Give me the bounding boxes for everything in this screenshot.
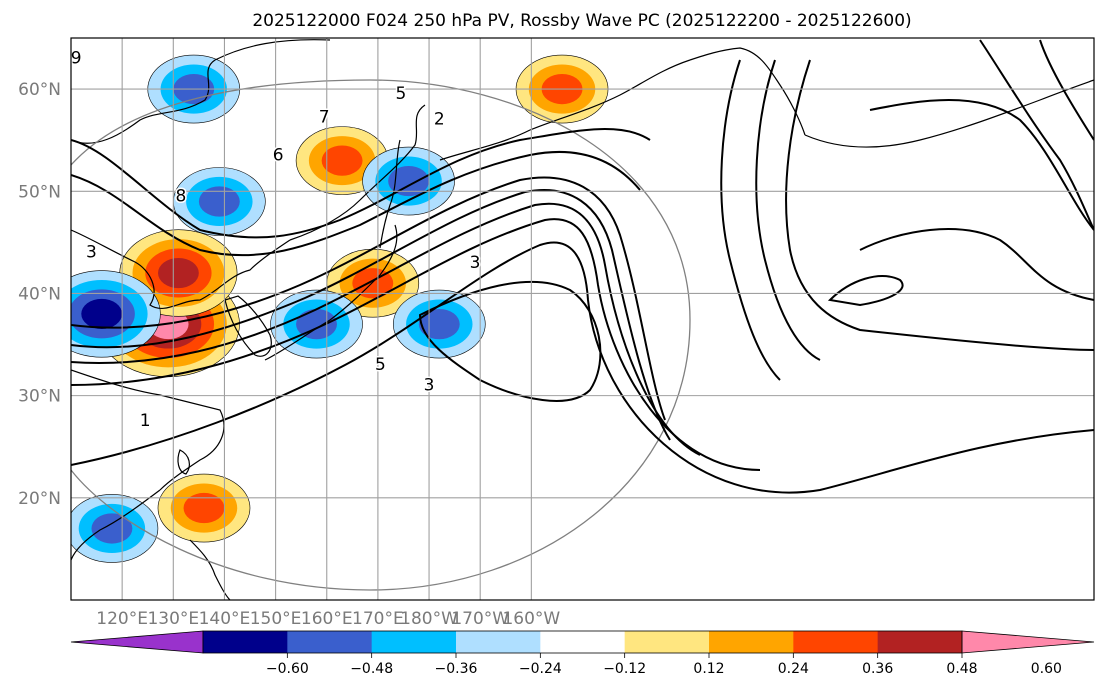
colorbar-segment [793,631,879,653]
colorbar-tick-label: −0.36 [435,661,478,677]
colorbar-tick-label: −0.60 [266,661,309,677]
colorbar-outline [202,630,963,654]
anomaly-level [81,298,123,329]
contour-label: 5 [375,355,386,375]
colorbar-segment [877,631,963,653]
contour-label: 7 [319,108,330,128]
latitude-labels: 20°N 30°N 40°N 50°N 60°N [18,80,61,509]
colorbar-tick-label: 0.24 [778,661,809,677]
lon-tick-label: 120°E [96,609,148,629]
contour-label: 9 [71,48,82,68]
lon-tick-label: 160°W [502,609,560,629]
anomaly-negative-5 [362,146,455,216]
colorbar-tick-label: −0.48 [350,661,393,677]
colorbar-segment [203,631,288,653]
colorbar-segment [540,631,626,653]
colorbar-tick-label: 0.48 [946,661,977,677]
colorbar-segment [624,631,710,653]
contour-label: 3 [424,375,435,395]
lat-tick-label: 20°N [18,489,61,509]
great-circle [71,79,691,591]
lat-tick-label: 60°N [18,80,61,100]
colorbar-segment [287,631,373,653]
lon-tick-label: 160°E [301,609,353,629]
lon-tick-label: 150°E [250,609,302,629]
anomaly-level [91,513,133,544]
lon-tick-label: 140°E [199,609,251,629]
colorbar-tick-label: 0.60 [1031,661,1062,677]
colorbar-tick-label: −0.12 [603,661,646,677]
anomaly-level [388,165,430,197]
colorbar-extend-high [961,630,1095,654]
lat-tick-label: 50°N [18,182,61,202]
colorbar-extend-low [70,630,204,654]
lon-tick-label: 180°W [400,609,458,629]
anomaly-level [198,186,240,217]
colorbar-tick-label: 0.12 [693,661,724,677]
anomaly-negative-4 [173,167,266,236]
anomaly-negative-6 [71,270,161,358]
longitude-labels: 120°E 130°E 140°E 150°E 160°E 170°E180°W170°W… [96,609,560,629]
lat-tick-label: 30°N [18,387,61,407]
colorbar-tick-label: −0.24 [519,661,562,677]
contour-labels: 1 6 7 5 5 2 3 3 8 9 3 [71,47,482,433]
anomaly-negative-10 [71,494,159,563]
map-frame [70,37,1095,601]
anomaly-level [158,257,199,289]
contour-label: 3 [470,253,481,273]
anomaly-negative-9 [392,289,486,359]
contour-label: 1 [140,411,151,431]
contour-label: 8 [176,186,187,206]
contour-label: 6 [273,146,284,166]
lon-tick-label: 170°W [451,609,509,629]
colorbar-segment [456,631,541,653]
colorbar-segment [709,631,794,653]
contour-label: 5 [396,84,407,104]
lon-tick-label: 170°E [352,609,404,629]
contour-label: 3 [86,243,97,263]
anomaly-positive-11 [157,473,251,543]
colorbar-segment [371,631,457,653]
lon-tick-label: 130°E [147,609,199,629]
anomaly-level [321,145,363,176]
chart-title: 2025122000 F024 250 hPa PV, Rossby Wave … [252,11,911,31]
colorbar: −0.60 −0.48 −0.36 −0.24 −0.12 0.12 0.24 0.36 0.4… [70,630,1095,677]
lat-tick-label: 40°N [18,284,61,304]
graticule [71,38,1094,600]
anomaly-level [183,492,225,524]
contour-label: 2 [434,110,445,130]
colorbar-tick-label: 0.36 [862,661,893,677]
